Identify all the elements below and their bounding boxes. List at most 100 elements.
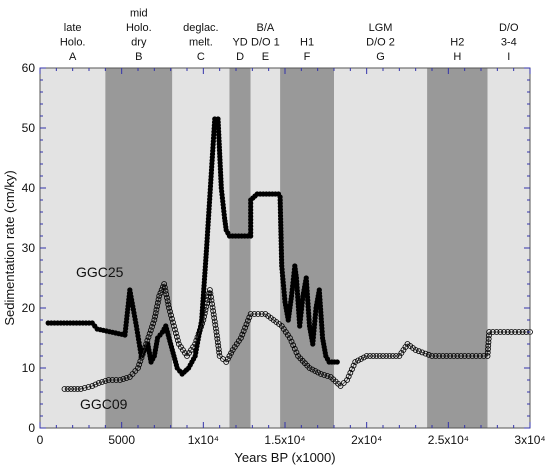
data-point — [473, 353, 480, 359]
data-point — [288, 338, 295, 345]
data-point — [77, 386, 84, 392]
data-point — [177, 344, 184, 350]
x-tick-label: 3x10⁴ — [514, 433, 545, 447]
data-point — [454, 353, 461, 359]
data-point — [216, 349, 223, 356]
data-point — [344, 377, 350, 383]
data-point — [188, 347, 194, 353]
data-point — [324, 373, 331, 379]
data-point — [205, 293, 212, 300]
data-point — [504, 329, 511, 335]
data-point — [419, 349, 426, 356]
data-point — [485, 342, 492, 349]
data-point — [175, 341, 182, 347]
data-point — [486, 329, 493, 335]
data-point — [486, 332, 492, 339]
data-point — [173, 333, 180, 340]
data-point — [215, 346, 222, 353]
data-point — [152, 310, 159, 317]
data-point — [165, 301, 172, 308]
data-point — [213, 329, 220, 335]
zone-label-i: D/O — [499, 22, 519, 34]
data-point — [347, 369, 354, 376]
data-point — [512, 329, 519, 335]
data-point — [519, 329, 526, 335]
data-point — [450, 353, 457, 359]
zone-band-h — [427, 68, 488, 428]
data-point — [280, 326, 287, 332]
data-point — [199, 320, 206, 327]
data-point — [64, 386, 71, 392]
data-point — [485, 339, 492, 346]
zone-label-f: H1 — [300, 37, 314, 49]
data-point — [309, 366, 316, 373]
y-tick-label: 20 — [22, 301, 36, 315]
data-point — [508, 329, 515, 335]
data-point — [95, 380, 102, 386]
data-point — [429, 353, 435, 359]
data-point — [117, 377, 123, 383]
data-point — [447, 353, 454, 359]
data-point — [109, 377, 116, 383]
data-point — [154, 303, 161, 310]
data-point — [207, 290, 214, 297]
zone-label-b: Holo. — [126, 22, 152, 34]
data-point — [142, 344, 148, 351]
data-point — [360, 354, 367, 361]
y-tick-label: 30 — [22, 241, 36, 255]
data-point — [136, 361, 143, 368]
data-point — [501, 329, 507, 335]
data-point — [145, 334, 152, 341]
data-point — [251, 311, 258, 317]
data-point — [465, 353, 472, 359]
data-point — [85, 384, 92, 390]
data-point — [138, 354, 145, 361]
data-point — [458, 353, 464, 359]
data-point — [143, 341, 150, 347]
x-tick-label: 1.5x10⁴ — [264, 433, 305, 447]
y-axis-title: Sedimentation rate (cm/ky) — [2, 170, 17, 325]
zone-label-e: B/A — [257, 22, 275, 34]
data-point — [349, 366, 355, 373]
data-point — [484, 353, 491, 359]
data-point — [170, 319, 176, 326]
data-point — [113, 377, 120, 383]
data-point — [210, 311, 217, 318]
data-point — [154, 299, 161, 306]
series-label-ggc25: GGC25 — [76, 264, 124, 280]
data-point — [99, 379, 105, 385]
data-point — [422, 350, 429, 357]
y-tick-label: 10 — [22, 361, 36, 375]
data-point — [244, 317, 251, 324]
x-tick-label: 0 — [37, 433, 44, 447]
data-point — [105, 377, 112, 383]
data-point — [242, 324, 249, 331]
data-point — [228, 350, 235, 356]
zone-label-b: mid — [130, 8, 148, 20]
zone-letter-d: D — [236, 51, 244, 63]
data-point — [363, 353, 370, 359]
data-point — [198, 323, 204, 330]
zone-label-a: late — [64, 22, 82, 34]
data-point — [386, 353, 393, 359]
data-point — [223, 359, 230, 365]
data-point — [166, 305, 172, 311]
zone-label-i: 3-4 — [501, 37, 517, 49]
data-point — [92, 381, 99, 388]
zone-band-e — [250, 68, 281, 428]
data-point — [380, 353, 386, 359]
data-point — [192, 341, 199, 347]
data-point — [282, 329, 289, 335]
data-point — [306, 365, 313, 371]
y-tick-label: 40 — [22, 181, 36, 195]
data-point — [139, 351, 146, 358]
zone-label-d: YD — [232, 37, 247, 49]
zone-label-c: melt. — [189, 37, 213, 49]
data-point — [213, 332, 220, 339]
data-point — [71, 386, 78, 392]
data-point — [186, 350, 192, 356]
climate-zone-bands — [40, 68, 530, 428]
zone-letter-c: C — [197, 51, 205, 63]
series-label-ggc09: GGC09 — [80, 396, 128, 412]
